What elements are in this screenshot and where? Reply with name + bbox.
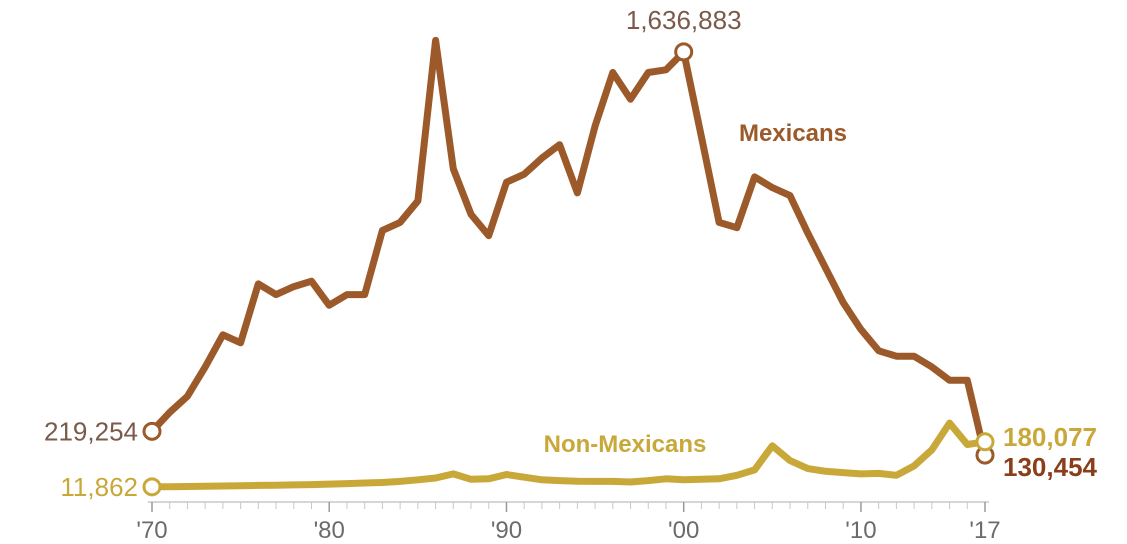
data-point-marker (674, 42, 694, 62)
x-tick-label: '80 (314, 517, 345, 544)
x-tick-label: '70 (136, 517, 167, 544)
data-point-marker (142, 477, 162, 497)
data-label-mexicans-peak: 1,636,883 (626, 5, 742, 35)
x-axis: '70 '80 '90 '00 '10 '17 (136, 501, 1001, 544)
series-label-non-mexicans: Non-Mexicans (544, 431, 707, 458)
series-line-non-mexicans (148, 419, 989, 491)
data-label-non-mexicans-2017: 180,077 (1003, 422, 1097, 452)
series-group (142, 36, 995, 497)
data-label-mexicans-2017: 130,454 (1003, 452, 1098, 482)
data-label-non-mexicans-1970: 11,862 (60, 472, 138, 502)
data-label-mexicans-1970: 219,254 (44, 416, 138, 446)
label-group: 219,254 1,636,883 130,454 11,862 180,077 Mexi… (44, 5, 1098, 502)
series-line-mexicans (148, 36, 989, 459)
data-point-marker (975, 432, 995, 452)
series-label-mexicans: Mexicans (739, 120, 847, 147)
x-tick-label: '00 (668, 517, 699, 544)
x-tick-label: '17 (969, 517, 1000, 544)
x-tick-label: '10 (845, 517, 876, 544)
data-point-marker (142, 421, 162, 441)
x-tick-label: '90 (491, 517, 522, 544)
